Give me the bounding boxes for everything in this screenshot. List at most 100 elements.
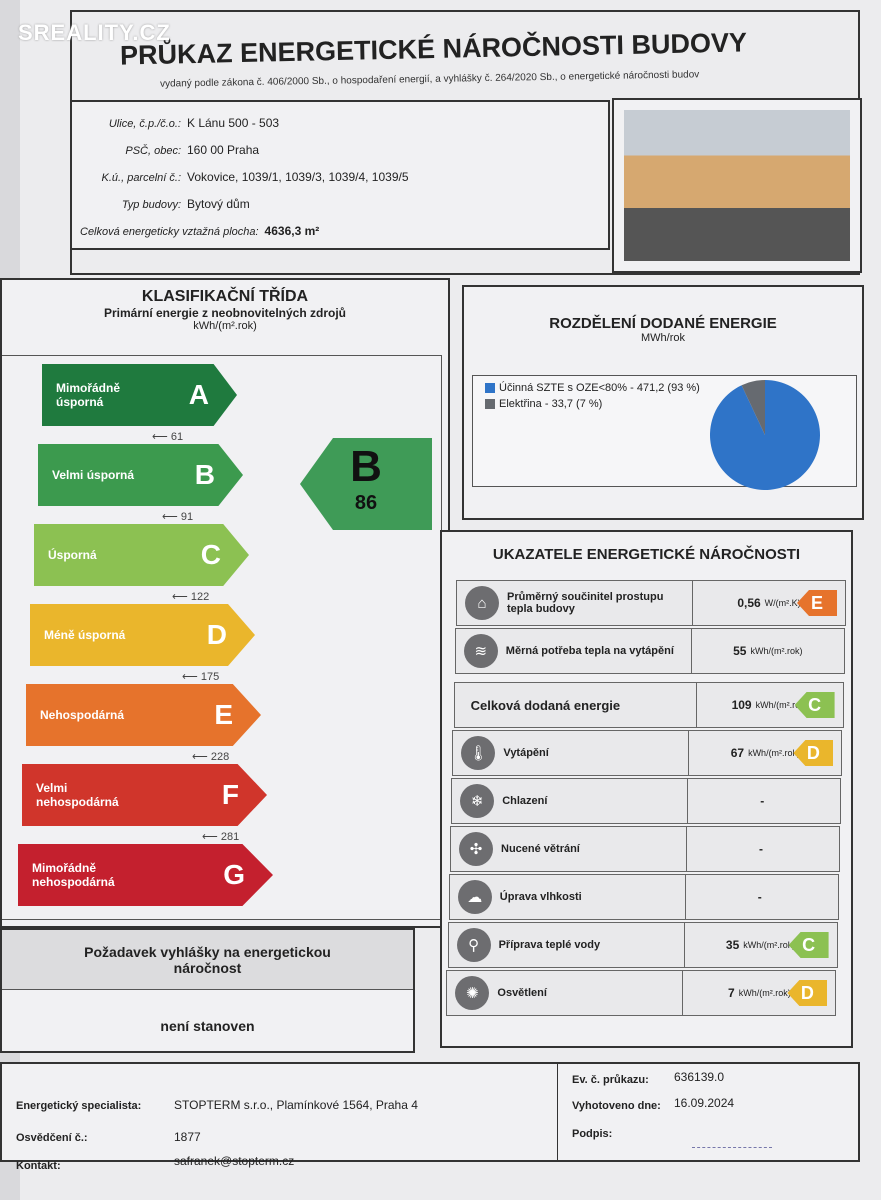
legend-item: Elektřina - 33,7 (7 %)	[485, 398, 856, 410]
humidity-icon: ☁	[457, 880, 492, 914]
class-label: Velmi úsporná	[52, 468, 135, 482]
class-label: Velmi nehospodárná	[36, 781, 119, 809]
building-photo	[612, 98, 862, 273]
class-limit: ⟵ 175	[182, 671, 220, 683]
class-letter: A	[188, 379, 209, 410]
indicator-row: ≋ Měrná potřeba tepla na vytápění 55 kWh/(…	[454, 628, 845, 674]
watermark-logo: SREALITY.CZ	[18, 20, 171, 45]
sign-label: Podpis:	[572, 1128, 613, 1140]
address-box: Ulice, č.p./č.o.: K Lánu 500 - 503 PSČ, ob…	[70, 100, 610, 250]
class-letter: B	[194, 459, 215, 490]
address-row: K.ú., parcelní č.: Vokovice, 1039/1, 1039…	[86, 170, 409, 184]
address-value: K Lánu 500 - 503	[187, 116, 280, 130]
address-value: Vokovice, 1039/1, 1039/3, 1039/4, 1039/5	[187, 170, 409, 184]
class-bar-c: Úsporná C	[34, 524, 249, 586]
indicator-row: ✣ Nucené větrání -	[450, 826, 840, 872]
distribution-legend: Účinná SZTE s OZE<80% - 471,2 (93 %) Ele…	[472, 375, 857, 490]
date-label: Vyhotoveno dne:	[572, 1100, 661, 1112]
footer: Energetický specialista: STOPTERM s.r.o.…	[0, 1062, 860, 1172]
distribution-panel: ROZDĚLENÍ DODANÉ ENERGIE MWh/rok Účinná …	[462, 285, 864, 520]
address-label: PSČ, obec:	[125, 145, 181, 157]
class-bar-f: Velmi nehospodárná F	[22, 764, 267, 826]
building-image	[624, 110, 850, 261]
ev-value: 636139.0	[674, 1070, 725, 1084]
energy-scale: Mimořádně úsporná A ⟵ 61 Velmi úsporná B ⟵ 91…	[2, 355, 442, 920]
address-label: K.ú., parcelní č.:	[101, 172, 181, 184]
class-letter: G	[223, 859, 245, 890]
indicator-class-badge: E	[797, 590, 837, 616]
indicator-label: Chlazení	[502, 795, 548, 807]
distribution-pie	[710, 380, 820, 490]
indicator-label: Průměrný součinitel prostupu tepla budov…	[507, 591, 664, 615]
class-bar-d: Méně úsporná D	[30, 604, 255, 666]
indicator-row: ☁ Úprava vlhkosti -	[448, 874, 839, 920]
address-value: 4636,3 m²	[264, 224, 320, 238]
legend-label: Účinná SZTE s OZE<80% - 471,2 (93 %)	[499, 382, 700, 394]
class-letter: C	[200, 539, 221, 570]
fan-icon: ✣	[459, 832, 493, 866]
indicators-panel: UKAZATELE ENERGETICKÉ NÁROČNOSTI ⌂ Průměr…	[440, 530, 853, 1048]
signature-stamp	[692, 1114, 772, 1148]
current-class-value: 86	[354, 492, 378, 514]
indicator-class-badge: D	[787, 980, 828, 1006]
contact-label: Kontakt:	[16, 1160, 61, 1172]
address-value: 160 00 Praha	[187, 143, 260, 157]
requirement-box: Požadavek vyhlášky na energetickou nároč…	[0, 928, 415, 1053]
indicator-class-badge: C	[788, 932, 829, 958]
class-bar-e: Nehospodárná E	[26, 684, 261, 746]
requirement-title: Požadavek vyhlášky na energetickou nároč…	[2, 930, 413, 990]
address-row: PSČ, obec: 160 00 Praha	[86, 143, 259, 157]
indicator-label: Celková dodaná energie	[470, 697, 621, 713]
distribution-title: ROZDĚLENÍ DODANÉ ENERGIE	[549, 315, 777, 332]
class-label: Mimořádně úsporná	[56, 381, 121, 409]
indicator-class-badge: D	[793, 740, 834, 766]
class-label: Méně úsporná	[44, 628, 126, 642]
indicator-row: ⚲ Příprava teplé vody 35 kWh/(m².rok) C	[447, 922, 838, 968]
current-class-letter: B	[350, 442, 382, 491]
indicator-value: 0,56 W/(m².K) E	[692, 581, 845, 625]
address-label: Typ budovy:	[121, 199, 181, 211]
cooling-icon: ❄	[460, 784, 495, 818]
distribution-unit: MWh/rok	[641, 332, 685, 344]
indicator-label: Úprava vlhkosti	[499, 891, 582, 903]
indicator-value: 109 kWh/(m².rok) C	[695, 683, 843, 727]
indicator-label: Příprava teplé vody	[498, 939, 601, 951]
indicator-value: 7 kWh/(m².rok) D	[682, 971, 835, 1015]
tap-icon: ⚲	[456, 928, 491, 962]
class-label: Nehospodárná	[40, 708, 125, 722]
legend-item: Účinná SZTE s OZE<80% - 471,2 (93 %)	[485, 382, 856, 394]
class-limit: ⟵ 61	[152, 431, 184, 443]
house-icon: ⌂	[465, 586, 499, 620]
indicator-label: Vytápění	[503, 747, 549, 759]
indicator-row: ❄ Chlazení -	[451, 778, 842, 824]
indicator-label: Měrná potřeba tepla na vytápění	[505, 645, 674, 657]
indicator-row: ⌂ Průměrný součinitel prostupu tepla budo…	[456, 580, 846, 626]
indicator-value: 55 kWh/(m².rok)	[690, 629, 844, 673]
contact-value: safranek@stopterm.cz	[174, 1154, 295, 1168]
classification-unit: kWh/(m².rok)	[193, 320, 257, 332]
class-limit: ⟵ 91	[162, 511, 194, 523]
class-limit: ⟵ 228	[192, 751, 230, 763]
indicator-value: 35 kWh/(m².rok) C	[683, 923, 837, 967]
indicator-value: 67 kWh/(m².rok) D	[688, 731, 841, 775]
legend-swatch	[485, 383, 495, 394]
address-label: Ulice, č.p./č.o.:	[108, 118, 181, 130]
heating-icon: 🌡	[461, 736, 496, 770]
class-letter: E	[214, 699, 233, 730]
address-value: Bytový dům	[187, 197, 250, 211]
heat-thermometer-icon: ≋	[463, 634, 498, 668]
classification-subtitle: Primární energie z neobnovitelných zdroj…	[103, 306, 347, 320]
bulb-icon: ✺	[455, 976, 490, 1010]
requirement-value: není stanoven	[160, 1018, 255, 1034]
indicator-class-badge: C	[794, 692, 835, 718]
specialist-label: Energetický specialista:	[16, 1100, 142, 1112]
indicator-row: ✺ Osvětlení 7 kWh/(m².rok) D	[446, 970, 837, 1016]
class-bar-b: Velmi úsporná B	[38, 444, 243, 506]
address-row: Typ budovy: Bytový dům	[86, 197, 250, 211]
indicator-row: 🌡 Vytápění 67 kWh/(m².rok) D	[452, 730, 843, 776]
class-bar-g: Mimořádně nehospodárná G	[18, 844, 273, 906]
class-label: Úsporná	[48, 548, 97, 562]
indicator-value: -	[687, 779, 840, 823]
class-letter: F	[221, 779, 239, 810]
class-letter: D	[206, 619, 227, 650]
